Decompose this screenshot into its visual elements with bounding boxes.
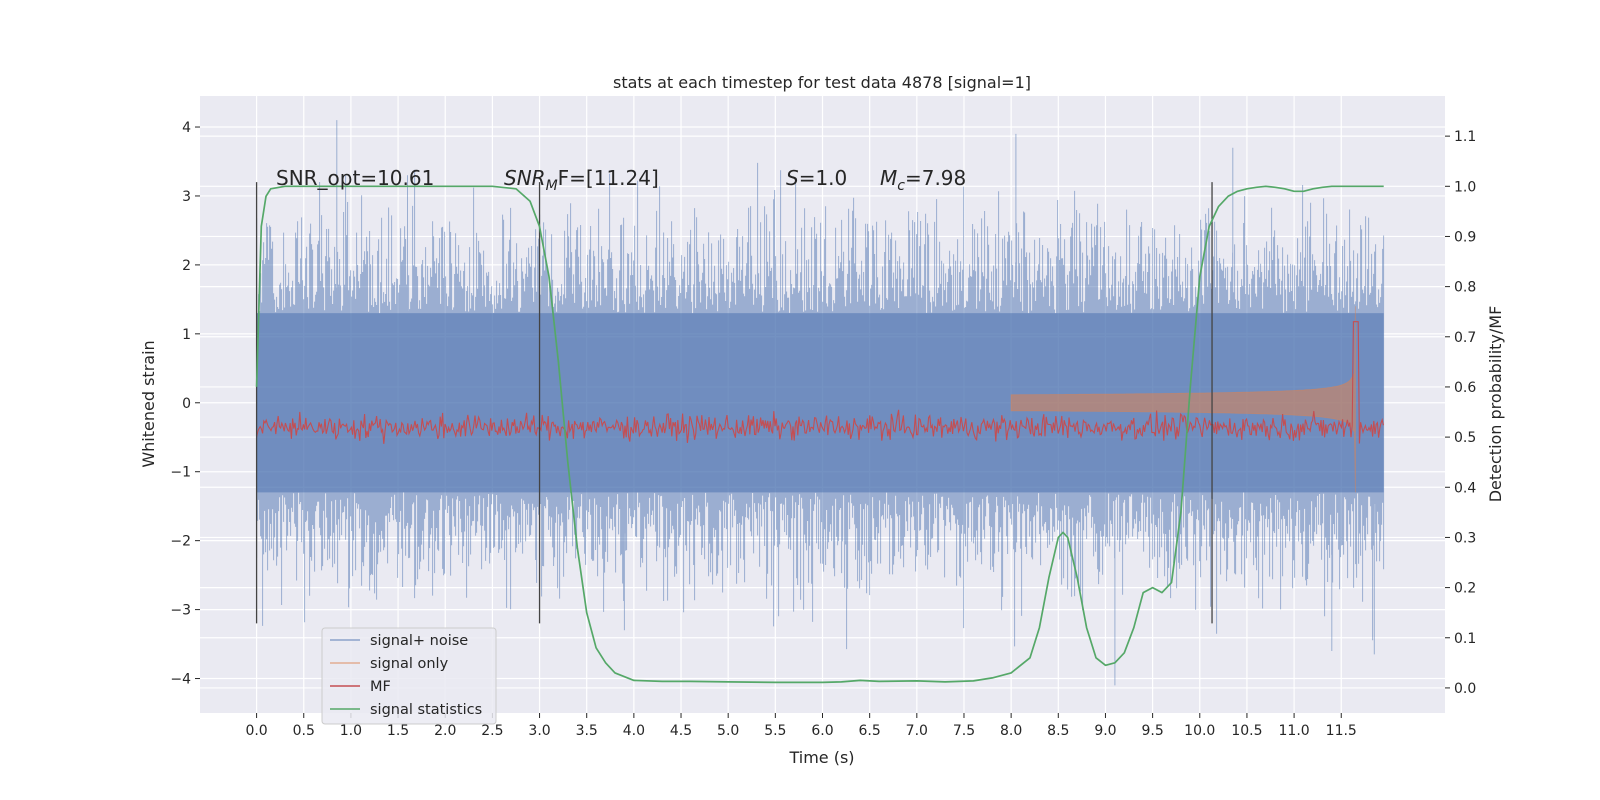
y-tick-label: 4 bbox=[182, 120, 191, 136]
x-tick-label: 3.0 bbox=[528, 723, 550, 739]
y2-tick-label: 1.0 bbox=[1454, 179, 1476, 195]
y-tick-label: −1 bbox=[170, 465, 191, 481]
y2-tick-label: 0.1 bbox=[1454, 631, 1476, 647]
annotation-snr-mf-rest: F=[11.24] bbox=[558, 166, 659, 190]
annotation-mc: Mc=7.98 bbox=[880, 166, 966, 194]
x-tick-label: 4.0 bbox=[623, 723, 645, 739]
x-tick-label: 0.5 bbox=[293, 723, 315, 739]
x-tick-label: 7.5 bbox=[953, 723, 975, 739]
y2-tick-label: 0.2 bbox=[1454, 581, 1476, 597]
y2-tick-label: 1.1 bbox=[1454, 129, 1476, 145]
y2-tick-label: 0.7 bbox=[1454, 330, 1476, 346]
y2-axis-label: Detection probability/MF bbox=[1486, 306, 1505, 503]
annotation-s: S=1.0 bbox=[786, 166, 847, 190]
x-tick-label: 11.0 bbox=[1279, 723, 1310, 739]
x-tick-label: 5.0 bbox=[717, 723, 739, 739]
annotation-mc-sub: c bbox=[897, 178, 905, 194]
y-tick-label: −3 bbox=[170, 603, 191, 619]
x-tick-label: 10.0 bbox=[1184, 723, 1215, 739]
annotation-mc-rest: =7.98 bbox=[905, 166, 966, 190]
y-tick-label: −2 bbox=[170, 534, 191, 550]
x-axis-label: Time (s) bbox=[788, 748, 854, 767]
annotation-s-rest: =1.0 bbox=[799, 166, 848, 190]
legend: signal+ noise signal only MF signal stat… bbox=[321, 627, 497, 725]
legend-box bbox=[321, 627, 497, 725]
y-axis-label: Whitened strain bbox=[139, 340, 158, 467]
annotation-snr-opt: SNR_opt=10.61 bbox=[276, 166, 434, 190]
y-tick-label: 1 bbox=[182, 327, 191, 343]
x-tick-label: 10.5 bbox=[1231, 723, 1262, 739]
x-tick-label: 2.0 bbox=[434, 723, 456, 739]
signal-statistics-series bbox=[255, 185, 1384, 684]
annotation-mc-italic: M bbox=[880, 166, 897, 190]
y2-axis-ticks: 1.1 1.0 0.9 0.8 0.7 0.6 0.5 0.4 0.3 0.2 0.1 0.0 bbox=[1445, 129, 1476, 697]
x-tick-label: 6.5 bbox=[859, 723, 881, 739]
x-tick-label: 8.0 bbox=[1000, 723, 1022, 739]
x-tick-label: 0.0 bbox=[245, 723, 267, 739]
y-tick-label: −4 bbox=[170, 672, 191, 688]
y-tick-label: 0 bbox=[182, 396, 191, 412]
annotation-s-italic: S bbox=[786, 166, 799, 190]
legend-label-signal-only: signal only bbox=[370, 656, 449, 672]
y2-tick-label: 0.8 bbox=[1454, 280, 1476, 296]
x-tick-label: 6.0 bbox=[811, 723, 833, 739]
legend-label-signal-noise: signal+ noise bbox=[370, 633, 468, 649]
x-tick-label: 9.5 bbox=[1141, 723, 1163, 739]
x-tick-label: 5.5 bbox=[764, 723, 786, 739]
signal-statistics-line bbox=[255, 185, 1384, 684]
signal-only-series bbox=[1010, 306, 1356, 493]
annotation-snr-mf: SNRMF=[11.24] bbox=[504, 166, 659, 194]
x-tick-label: 8.5 bbox=[1047, 723, 1069, 739]
signal-only-envelope bbox=[1010, 306, 1356, 493]
x-tick-label: 9.0 bbox=[1094, 723, 1116, 739]
y2-tick-label: 0.9 bbox=[1454, 229, 1476, 245]
y2-tick-label: 0.4 bbox=[1454, 480, 1476, 496]
x-tick-label: 1.5 bbox=[387, 723, 409, 739]
x-axis-ticks: 0.0 0.5 1.0 1.5 2.0 2.5 3.0 3.5 4.0 4.5 5.0 5.5 6.0 6… bbox=[245, 713, 1357, 739]
y2-tick-label: 0.0 bbox=[1454, 681, 1476, 697]
mf-line bbox=[256, 321, 1384, 444]
legend-label-mf: MF bbox=[370, 679, 391, 695]
y-tick-label: 3 bbox=[182, 189, 191, 205]
y2-tick-label: 0.5 bbox=[1454, 430, 1476, 446]
x-tick-label: 1.0 bbox=[340, 723, 362, 739]
annotation-snr-mf-sub: M bbox=[546, 178, 558, 194]
annotation-snr-mf-main: SNR bbox=[504, 166, 546, 190]
vertical-markers bbox=[255, 182, 1213, 624]
chart-title: stats at each timestep for test data 487… bbox=[613, 73, 1031, 92]
y2-tick-label: 0.3 bbox=[1454, 530, 1476, 546]
mf-series bbox=[256, 321, 1384, 444]
x-tick-label: 4.5 bbox=[670, 723, 692, 739]
y-axis-ticks: 4 3 2 1 0 −1 −2 −3 −4 bbox=[170, 120, 200, 688]
y-tick-label: 2 bbox=[182, 258, 191, 274]
x-tick-label: 7.0 bbox=[906, 723, 928, 739]
x-tick-label: 11.5 bbox=[1326, 723, 1357, 739]
y2-tick-label: 0.6 bbox=[1454, 380, 1476, 396]
x-tick-label: 3.5 bbox=[576, 723, 598, 739]
x-tick-label: 2.5 bbox=[481, 723, 503, 739]
legend-label-signal-statistics: signal statistics bbox=[370, 702, 482, 718]
